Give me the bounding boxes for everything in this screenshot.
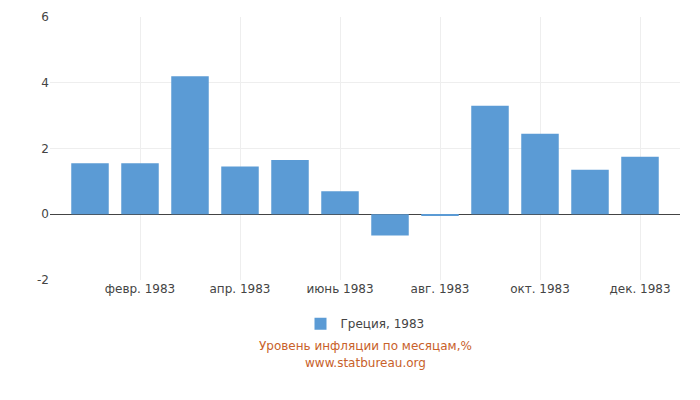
svg-text:дек. 1983: дек. 1983 — [609, 282, 670, 296]
svg-text:-2: -2 — [37, 273, 49, 287]
svg-text:июнь 1983: июнь 1983 — [306, 282, 373, 296]
svg-text:авг. 1983: авг. 1983 — [411, 282, 470, 296]
svg-text:www.statbureau.org: www.statbureau.org — [305, 356, 426, 370]
svg-text:4: 4 — [41, 76, 49, 90]
svg-text:окт. 1983: окт. 1983 — [510, 282, 570, 296]
svg-text:0: 0 — [41, 207, 49, 221]
svg-text:2: 2 — [41, 142, 49, 156]
svg-text:6: 6 — [41, 10, 49, 24]
svg-text:Греция, 1983: Греция, 1983 — [341, 317, 425, 331]
svg-text:апр. 1983: апр. 1983 — [210, 282, 271, 296]
svg-text:февр. 1983: февр. 1983 — [105, 282, 176, 296]
svg-text:Уровень инфляции по месяцам,%: Уровень инфляции по месяцам,% — [259, 339, 472, 353]
